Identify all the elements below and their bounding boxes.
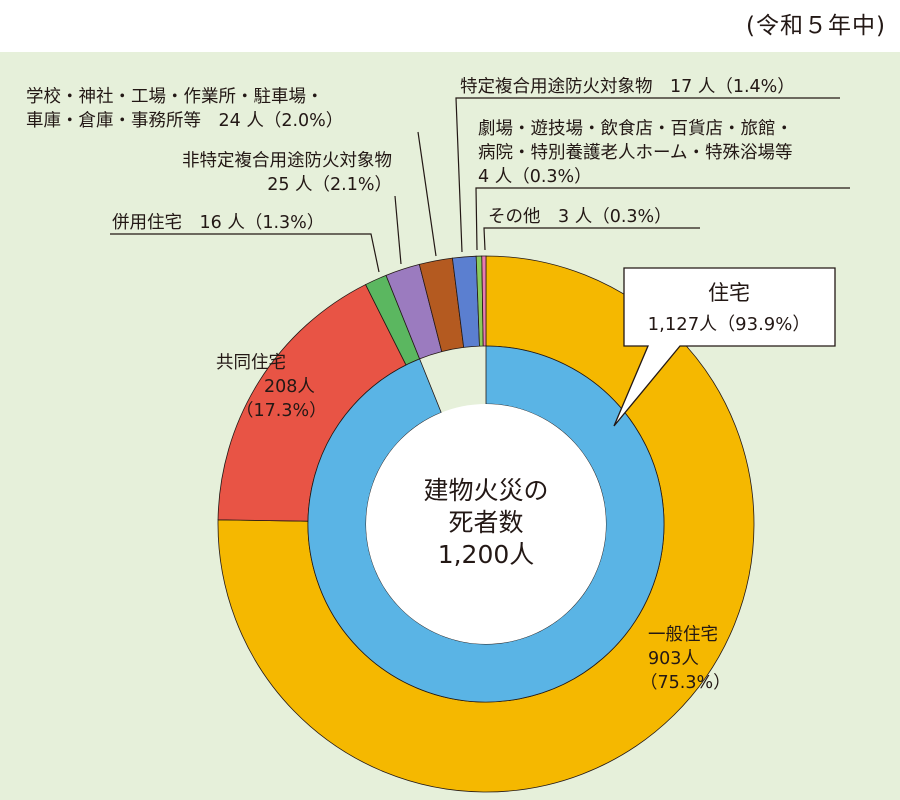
label-specific: 特定複合用途防火対象物 17 人（1.4%） (460, 77, 795, 97)
label-general-housing-percent: （75.3%） (640, 673, 731, 693)
label-non-specific-count: 25 人（2.1%） (267, 175, 392, 195)
label-non-specific-name: 非特定複合用途防火対象物 (182, 151, 392, 171)
leader-line-specific (455, 97, 840, 253)
label-collective-housing-name: 共同住宅 (216, 353, 286, 373)
leader-line-theater (475, 187, 850, 251)
center-total: 1,200人 (438, 540, 535, 569)
housing-callout: 住宅 1,127人（93.9%） (613, 267, 836, 427)
label-theater-etc-line2: 病院・特別養護老人ホーム・特殊浴場等 (478, 143, 792, 163)
label-theater-etc-count: 4 人（0.3%） (478, 167, 592, 187)
donut-chart: 建物火災の 死者数 1,200人 住宅 1,127人（93.9%） 一般住宅 9… (26, 77, 850, 793)
label-school-etc-line1: 学校・神社・工場・作業所・駐車場・ (26, 87, 324, 107)
label-collective-housing-count: 208人 (264, 377, 315, 397)
label-mixed-housing: 併用住宅 16 人（1.3%） (112, 213, 324, 233)
label-other: その他 3 人（0.3%） (488, 207, 672, 227)
center-hole (366, 404, 606, 644)
center-title-line2: 死者数 (448, 508, 523, 537)
label-school-etc-line2: 車庫・倉庫・事務所等 24 人（2.0%） (26, 111, 343, 131)
leader-lines (110, 97, 850, 273)
leader-line-non-specific (394, 195, 402, 265)
leader-line-mixed (110, 233, 380, 273)
center-title-line1: 建物火災の (423, 476, 548, 505)
label-general-housing-name: 一般住宅 (648, 625, 718, 645)
callout-value: 1,127人（93.9%） (648, 314, 811, 335)
label-general-housing-count: 903人 (648, 649, 699, 669)
outer-ring (217, 255, 755, 793)
label-theater-etc-line1: 劇場・遊技場・飲食店・百貨店・旅館・ (478, 119, 793, 139)
period-label: (令和５年中) (746, 13, 886, 39)
callout-box (613, 267, 836, 427)
leader-line-school (417, 131, 437, 257)
chart-area: 建物火災の 死者数 1,200人 住宅 1,127人（93.9%） 一般住宅 9… (0, 52, 900, 800)
callout-title: 住宅 (708, 281, 750, 305)
leader-line-other (483, 227, 700, 251)
label-collective-housing-percent: （17.3%） (236, 401, 327, 421)
